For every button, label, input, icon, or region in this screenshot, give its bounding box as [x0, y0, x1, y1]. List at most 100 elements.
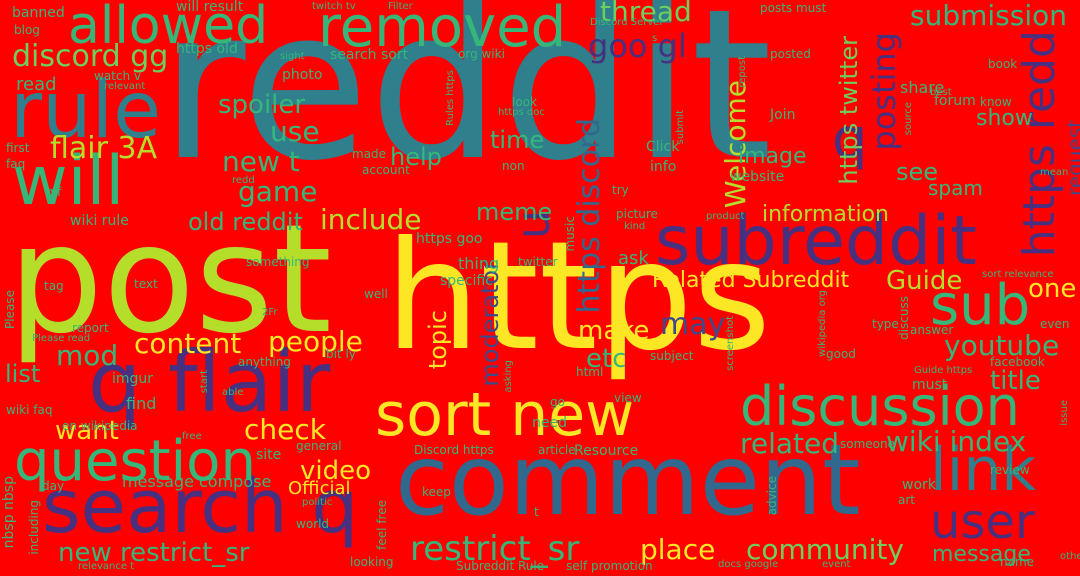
word-sight: sight: [280, 51, 305, 62]
word-start: start: [199, 370, 210, 394]
word-self-promotion: self promotion: [566, 559, 653, 573]
word-will-result: will result: [176, 0, 244, 15]
word-content: content: [134, 327, 242, 360]
word-community: community: [746, 533, 904, 566]
word-imgur: imgur: [112, 371, 154, 387]
word-q-flair: q flair: [88, 333, 331, 431]
word-https-discord: https discord: [572, 118, 607, 314]
word-link: link: [930, 435, 1037, 505]
word-allowed: allowed: [68, 0, 269, 56]
word-will: will: [12, 142, 125, 221]
word-removed: removed: [318, 0, 567, 60]
word-rules-https: Rules https: [445, 70, 456, 126]
word-look: look: [512, 95, 537, 109]
word-rule: rule: [10, 66, 162, 156]
word-list: list: [5, 360, 41, 388]
word-want: want: [55, 416, 119, 446]
word-subject: subject: [650, 349, 694, 363]
word-official: Official: [288, 478, 351, 499]
word-discord-gg: discord gg: [12, 39, 169, 74]
word-politic: politic: [302, 497, 333, 508]
word-info: info: [650, 159, 677, 175]
word-2fr: 2Fr: [262, 307, 278, 318]
word-join: Join: [770, 107, 796, 123]
word-title: title: [990, 366, 1041, 396]
word-game: game: [238, 175, 318, 208]
word-thing: thing: [458, 254, 500, 273]
word-including: including: [27, 500, 41, 555]
word-account: account: [362, 163, 410, 177]
word-share: share: [900, 78, 945, 97]
word-filter: Filter: [388, 1, 413, 12]
word-best: best: [930, 87, 952, 98]
word-search-sort: search sort: [330, 47, 409, 63]
word-goo-gl: goo gl: [588, 27, 687, 65]
word-related-subreddit: Related Subreddit: [652, 268, 850, 293]
word-posted: posted: [770, 47, 811, 61]
word-discord-server: Discord Server: [590, 17, 664, 28]
word-resource: Resource: [574, 443, 639, 459]
word-question: question: [14, 429, 256, 494]
word-specific: specific: [440, 273, 493, 289]
word-check: check: [244, 413, 326, 446]
word-message-compose: message compose: [122, 472, 272, 491]
word-website: website: [730, 169, 785, 185]
word-book: book: [988, 57, 1018, 71]
word-screenshot: screenshot: [725, 316, 736, 371]
word-sub: sub: [930, 273, 1031, 338]
word-topic: topic: [424, 310, 452, 370]
word-answer: answer: [910, 323, 954, 337]
word-discussion: discussion: [740, 375, 1020, 438]
word-mean: mean: [1040, 167, 1069, 178]
word-wiki-rule: wiki rule: [70, 213, 129, 229]
word-repost: repost: [737, 56, 748, 88]
word-spam: spam: [928, 176, 983, 200]
word-good: good: [826, 347, 856, 361]
word-mod: mod: [56, 339, 119, 372]
word-message: message: [932, 542, 1031, 567]
word-help: help: [390, 143, 442, 171]
word-request: request: [1063, 120, 1080, 197]
word-reddit: reddit: [160, 0, 773, 207]
word-html: html: [576, 365, 604, 379]
word-picture: picture: [616, 207, 658, 221]
word-new-t: new t: [222, 145, 300, 178]
word-youtube: youtube: [944, 329, 1060, 362]
word-non: non: [502, 159, 525, 173]
word-use: use: [270, 115, 320, 148]
word-free: free: [182, 431, 202, 442]
word-must: must: [912, 377, 948, 393]
word-able: able: [222, 387, 244, 398]
word-related: related: [740, 427, 840, 460]
word-advice: advice: [765, 476, 779, 516]
word-read: read: [16, 74, 57, 95]
word-tag: tag: [44, 279, 64, 293]
word-include: include: [320, 203, 422, 236]
word-view: view: [614, 391, 642, 405]
word-submission: submission: [910, 0, 1067, 32]
word-watch-v: watch v: [94, 69, 141, 83]
word-click: Click: [646, 139, 680, 155]
word-relevant: relevant: [104, 81, 146, 92]
word-en-wikipedia: en wikipedia: [62, 419, 138, 433]
word-make: make: [578, 316, 650, 346]
word-https-doc: https doc: [498, 107, 545, 118]
word-know: know: [980, 95, 1012, 109]
word-feel-free: feel free: [375, 500, 389, 550]
word-forum: forum: [934, 93, 976, 109]
word-keep: keep: [422, 485, 451, 499]
word-someone: someone: [840, 437, 895, 451]
word-source: source: [903, 102, 914, 136]
word-name: name: [1000, 555, 1035, 569]
word-search-q: search q: [42, 464, 359, 550]
word-submit: submit: [675, 110, 686, 145]
word-go: go: [550, 395, 565, 409]
word-please: Please: [3, 290, 17, 329]
word-product: product: [706, 211, 745, 222]
word-time: time: [490, 126, 545, 154]
word-work: work: [902, 477, 936, 493]
word-something: something: [246, 255, 310, 269]
word-relevance-t: relevance t: [78, 561, 135, 572]
word-posting: posting: [865, 32, 903, 151]
word-docs-google: docs google: [718, 559, 779, 570]
